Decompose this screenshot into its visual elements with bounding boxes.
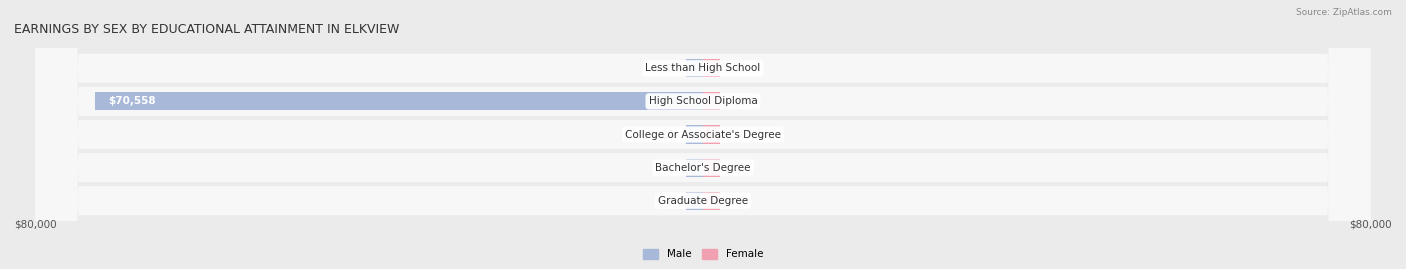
Text: Bachelor's Degree: Bachelor's Degree [655,162,751,173]
Text: High School Diploma: High School Diploma [648,96,758,107]
Bar [703,59,720,77]
Text: $70,558: $70,558 [108,96,156,107]
Text: Source: ZipAtlas.com: Source: ZipAtlas.com [1296,8,1392,17]
FancyBboxPatch shape [35,0,1371,269]
Bar [686,59,703,77]
Text: EARNINGS BY SEX BY EDUCATIONAL ATTAINMENT IN ELKVIEW: EARNINGS BY SEX BY EDUCATIONAL ATTAINMEN… [14,23,399,36]
Text: $0: $0 [659,196,673,206]
Text: Graduate Degree: Graduate Degree [658,196,748,206]
Text: $0: $0 [733,162,747,173]
FancyBboxPatch shape [35,0,1371,269]
Text: $0: $0 [659,162,673,173]
Bar [703,125,720,144]
Text: $80,000: $80,000 [14,220,56,230]
Text: Less than High School: Less than High School [645,63,761,73]
Text: College or Associate's Degree: College or Associate's Degree [626,129,780,140]
Text: $0: $0 [659,63,673,73]
Legend: Male, Female: Male, Female [638,245,768,264]
FancyBboxPatch shape [35,0,1371,269]
Text: $0: $0 [733,129,747,140]
Bar [96,92,703,111]
Bar [686,192,703,210]
Bar [703,92,720,111]
Text: $0: $0 [733,96,747,107]
Bar [703,192,720,210]
Bar [686,158,703,177]
Bar [703,158,720,177]
Text: $0: $0 [733,196,747,206]
Bar [686,125,703,144]
Text: $0: $0 [659,129,673,140]
Text: $0: $0 [733,63,747,73]
FancyBboxPatch shape [35,0,1371,269]
Text: $80,000: $80,000 [1350,220,1392,230]
FancyBboxPatch shape [35,0,1371,269]
